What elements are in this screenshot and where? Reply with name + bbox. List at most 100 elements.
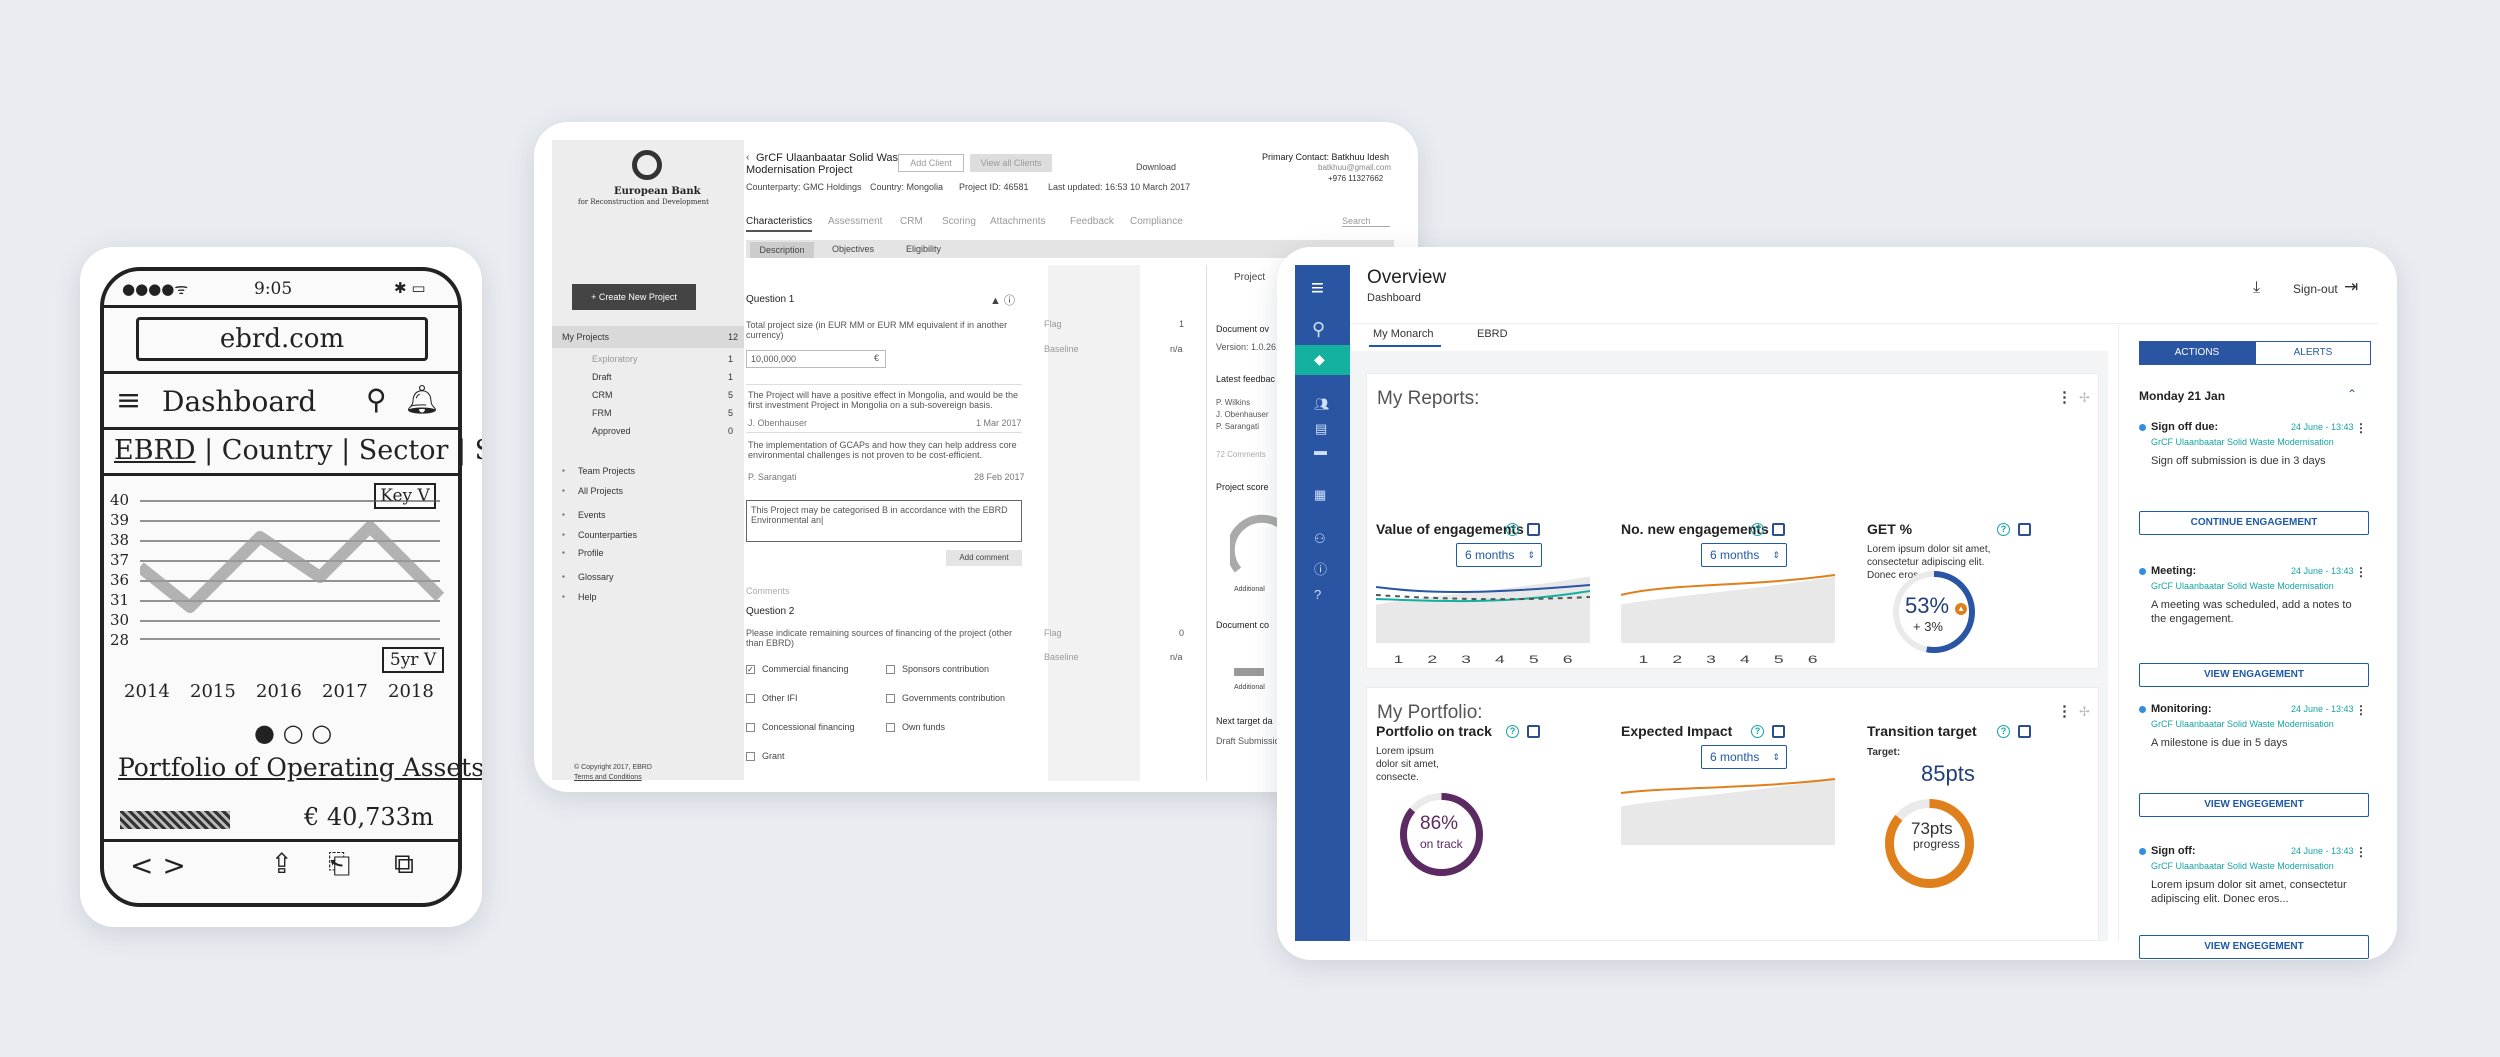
help-icon[interactable]: ? bbox=[1506, 725, 1519, 738]
tab-compliance[interactable]: Compliance bbox=[1130, 216, 1183, 227]
nav-item[interactable]: Glossary bbox=[578, 572, 614, 582]
action-button[interactable]: VIEW ENGEGEMENT bbox=[2139, 935, 2369, 959]
back-icon[interactable]: ‹ bbox=[746, 152, 750, 163]
rail-active-item[interactable] bbox=[1295, 345, 1350, 375]
subtab-eligibility[interactable]: Eligibility bbox=[906, 244, 942, 254]
range-selector[interactable]: 6 months ⇕ bbox=[1701, 543, 1787, 567]
sketch-share-icon[interactable]: ⇪ bbox=[270, 847, 294, 880]
sketch-pager-dots[interactable]: ● ○ ○ bbox=[254, 719, 333, 747]
sketch-nav-back-forward-icon[interactable]: < > bbox=[130, 849, 186, 882]
checkbox[interactable] bbox=[886, 723, 895, 732]
sketch-bell-icon[interactable]: 🔔︎ bbox=[404, 383, 440, 416]
nav-item[interactable]: Counterparties bbox=[578, 530, 638, 540]
nav-item[interactable]: All Projects bbox=[578, 486, 624, 496]
checkbox[interactable] bbox=[746, 752, 755, 761]
tab-assessment[interactable]: Assessment bbox=[828, 216, 883, 227]
collapse-icon[interactable]: ⌃ bbox=[2347, 387, 2358, 401]
nav-item[interactable]: Exploratory bbox=[592, 354, 638, 364]
signout-icon[interactable]: ⇥ bbox=[2344, 277, 2359, 296]
more-icon[interactable]: ⋮ bbox=[2355, 421, 2367, 435]
add-client-button[interactable]: Add Client bbox=[898, 154, 964, 172]
nav-item[interactable]: Team Projects bbox=[578, 466, 636, 476]
expand-icon[interactable] bbox=[2018, 523, 2031, 536]
help-icon[interactable]: ? bbox=[1314, 587, 1322, 602]
sketch-tab[interactable]: Country bbox=[221, 435, 333, 466]
document-icon[interactable]: ▤ bbox=[1315, 421, 1328, 436]
tag-icon[interactable]: ◆ bbox=[1314, 351, 1325, 367]
search-field[interactable]: Search bbox=[1342, 216, 1390, 227]
more-icon[interactable]: ⋮ bbox=[2057, 389, 2072, 406]
signout-link[interactable]: Sign-out bbox=[2293, 282, 2338, 296]
checkbox[interactable] bbox=[746, 694, 755, 703]
sketch-range-selector[interactable]: 5yr V bbox=[382, 647, 444, 673]
sketch-search-icon[interactable]: ⚲ bbox=[366, 383, 387, 416]
sketch-book-icon[interactable]: ⎗ bbox=[328, 847, 351, 880]
expand-icon[interactable] bbox=[1527, 523, 1540, 536]
calendar-icon[interactable]: ▦ bbox=[1314, 487, 1327, 502]
create-project-button[interactable]: + Create New Project bbox=[572, 284, 696, 310]
nav-item[interactable]: My Projects bbox=[562, 332, 610, 342]
action-project-link[interactable]: GrCF Ulaanbaatar Solid Waste Modernisati… bbox=[2151, 437, 2334, 447]
more-icon[interactable]: ⋮ bbox=[2355, 845, 2367, 859]
sketch-tab[interactable]: Sector bbox=[358, 435, 449, 466]
tab-characteristics[interactable]: Characteristics bbox=[746, 216, 813, 232]
actions-tab[interactable]: ACTIONS bbox=[2139, 341, 2255, 365]
expand-icon[interactable] bbox=[1772, 523, 1785, 536]
help-icon[interactable]: ? bbox=[1751, 523, 1764, 536]
action-button[interactable]: VIEW ENGEGEMENT bbox=[2139, 793, 2369, 817]
nav-item[interactable]: Approved bbox=[592, 426, 631, 436]
more-icon[interactable]: ⋮ bbox=[2355, 703, 2367, 717]
menu-icon[interactable]: ≡ bbox=[1311, 275, 1324, 300]
sketch-tab[interactable]: EBRD bbox=[114, 435, 196, 466]
view-clients-button[interactable]: View all Clients bbox=[970, 154, 1052, 172]
expand-icon[interactable] bbox=[2018, 725, 2031, 738]
tab-ebrd[interactable]: EBRD bbox=[1477, 328, 1508, 340]
help-icon[interactable]: ? bbox=[1997, 523, 2010, 536]
checkbox[interactable] bbox=[886, 694, 895, 703]
folder-icon[interactable]: ▬ bbox=[1314, 443, 1327, 458]
nav-item[interactable]: Draft bbox=[592, 372, 612, 382]
checkbox[interactable] bbox=[886, 665, 895, 674]
terms-link[interactable]: Terms and Conditions bbox=[574, 774, 642, 781]
help-icon[interactable]: ? bbox=[1997, 725, 2010, 738]
more-icon[interactable]: ⋮ bbox=[2057, 703, 2072, 720]
tab-scoring[interactable]: Scoring bbox=[942, 216, 976, 227]
checkbox[interactable]: ✓ bbox=[746, 665, 755, 674]
project-panel-tab[interactable]: Project bbox=[1234, 272, 1266, 283]
comment-input[interactable]: This Project may be categorised B in acc… bbox=[746, 500, 1022, 542]
tab-my-monarch[interactable]: My Monarch bbox=[1373, 328, 1434, 340]
user-icon[interactable]: ⚇ bbox=[1314, 531, 1326, 546]
help-icon[interactable]: ? bbox=[1506, 523, 1519, 536]
sketch-tabs-icon[interactable]: ⧉ bbox=[394, 847, 414, 880]
subtab-description[interactable]: Description bbox=[750, 242, 814, 258]
nav-item[interactable]: Profile bbox=[578, 548, 604, 558]
action-button[interactable]: VIEW ENGAGEMENT bbox=[2139, 663, 2369, 687]
nav-item[interactable]: Events bbox=[578, 510, 606, 520]
range-selector[interactable]: 6 months ⇕ bbox=[1456, 543, 1542, 567]
comments-count[interactable]: 72 Comments bbox=[1216, 450, 1266, 459]
download-icon[interactable]: ⤓ bbox=[2253, 279, 2261, 296]
sketch-menu-icon[interactable]: ≡ bbox=[116, 383, 142, 418]
sketch-tabs[interactable]: EBRD | Country | Sector | S bbox=[114, 435, 482, 466]
range-selector[interactable]: 6 months ⇕ bbox=[1701, 745, 1787, 769]
info-icon[interactable]: ⓘ bbox=[1314, 562, 1328, 577]
search-icon[interactable]: ⚲ bbox=[1312, 319, 1326, 339]
action-button[interactable]: CONTINUE ENGAGEMENT bbox=[2139, 511, 2369, 535]
tab-feedback[interactable]: Feedback bbox=[1070, 216, 1114, 227]
nav-item[interactable]: FRM bbox=[592, 408, 612, 418]
sketch-tab[interactable]: S bbox=[475, 435, 482, 466]
expand-icon[interactable] bbox=[1527, 725, 1540, 738]
more-icon[interactable]: ⋮ bbox=[2355, 565, 2367, 579]
pin-icon[interactable]: ✢ bbox=[2079, 704, 2090, 719]
sketch-url-bar[interactable]: ebrd.com bbox=[136, 317, 428, 361]
action-project-link[interactable]: GrCF Ulaanbaatar Solid Waste Modernisati… bbox=[2151, 719, 2334, 729]
download-link[interactable]: Download bbox=[1136, 162, 1177, 172]
nav-item[interactable]: Help bbox=[578, 592, 597, 602]
alerts-tab[interactable]: ALERTS bbox=[2255, 341, 2371, 365]
checkbox[interactable] bbox=[746, 723, 755, 732]
expand-icon[interactable] bbox=[1772, 725, 1785, 738]
tab-attachments[interactable]: Attachments bbox=[990, 216, 1046, 227]
q1-input[interactable]: 10,000,000 bbox=[746, 350, 886, 368]
people-icon[interactable]: 👥︎ bbox=[1314, 397, 1330, 411]
action-project-link[interactable]: GrCF Ulaanbaatar Solid Waste Modernisati… bbox=[2151, 581, 2334, 591]
